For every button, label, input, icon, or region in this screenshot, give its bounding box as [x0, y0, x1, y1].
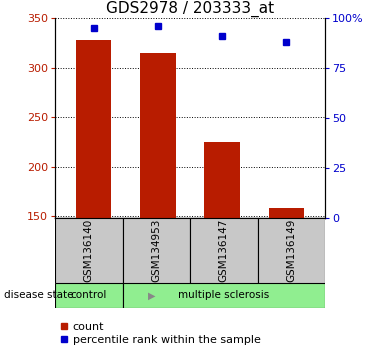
Bar [122, 218, 190, 283]
Title: GDS2978 / 203333_at: GDS2978 / 203333_at [106, 0, 274, 17]
Bar [76, 40, 111, 218]
Bar [258, 218, 325, 283]
Text: GSM136147: GSM136147 [219, 219, 229, 282]
Bar [140, 53, 175, 218]
Bar [122, 283, 325, 308]
Bar [55, 283, 122, 308]
Text: multiple sclerosis: multiple sclerosis [178, 291, 269, 301]
Text: control: control [71, 291, 107, 301]
Bar [205, 142, 240, 218]
Bar [190, 218, 258, 283]
Bar [269, 208, 304, 218]
Text: GSM134953: GSM134953 [151, 219, 161, 282]
Text: ▶: ▶ [148, 291, 155, 301]
Text: GSM136140: GSM136140 [84, 219, 94, 282]
Text: GSM136149: GSM136149 [286, 219, 296, 282]
Text: disease state: disease state [4, 291, 73, 301]
Legend: count, percentile rank within the sample: count, percentile rank within the sample [61, 321, 260, 345]
Bar [55, 218, 122, 283]
